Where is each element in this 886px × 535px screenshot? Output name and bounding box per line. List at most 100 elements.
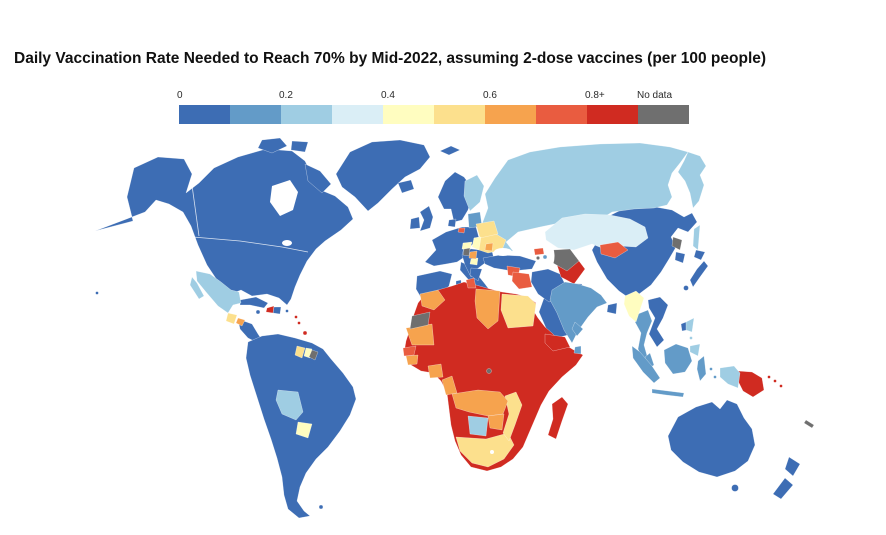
region-sakhalin — [692, 224, 701, 251]
legend-color-bar — [179, 105, 689, 124]
group-bin-7 — [402, 227, 629, 357]
hudson-bay — [270, 180, 298, 216]
region-svalbard — [439, 145, 461, 156]
region-armenia — [536, 256, 540, 260]
legend-swatch-no-data — [638, 105, 689, 124]
legend-tick-0-2: 0.2 — [279, 90, 293, 101]
region-madagascar — [547, 396, 569, 440]
region-mexico — [195, 270, 242, 314]
chart-title: Daily Vaccination Rate Needed to Reach 7… — [14, 50, 767, 67]
black-sea — [494, 248, 512, 256]
region-serbia — [468, 250, 478, 260]
legend-swatch-06-07 — [485, 105, 536, 124]
legend-swatch-08plus — [587, 105, 638, 124]
region-azerbaijan — [542, 254, 548, 260]
region-botswana — [467, 415, 489, 437]
region-rwanda — [486, 368, 492, 374]
region-iraq — [511, 271, 533, 290]
region-french-guiana — [308, 349, 319, 361]
region-bolivia — [275, 389, 304, 421]
great-lakes — [282, 240, 292, 246]
region-puerto-rico — [285, 309, 289, 313]
legend-tick-0-8: 0.8+ — [585, 90, 605, 101]
region-moldova — [484, 242, 494, 252]
legend-swatch-02-03 — [281, 105, 332, 124]
region-jamaica — [255, 309, 261, 315]
region-cuba — [239, 296, 269, 309]
region-antilles-1 — [294, 315, 298, 319]
region-honduras-el-salvador — [235, 317, 246, 327]
region-guatemala — [225, 312, 238, 325]
region-indonesian-papua — [719, 365, 741, 389]
region-java — [651, 388, 685, 398]
region-tunisia — [465, 277, 477, 289]
region-belarus — [475, 220, 499, 239]
region-ukraine-west — [471, 236, 482, 251]
region-nz-north-island — [784, 456, 801, 477]
region-ghana-ivory-coast — [427, 363, 444, 379]
region-egypt — [500, 293, 537, 329]
region-denmark — [447, 218, 457, 228]
region-solomon-2 — [773, 379, 777, 383]
region-nz-south-island — [772, 477, 794, 500]
region-myanmar — [623, 290, 645, 323]
region-tasmania — [731, 484, 739, 492]
legend-swatch-0-01 — [179, 105, 230, 124]
region-vietnam-laos — [647, 296, 669, 348]
legend-tick-0-6: 0.6 — [483, 90, 497, 101]
legend-tick-0: 0 — [177, 90, 183, 101]
region-finland — [463, 174, 485, 212]
legend-swatch-01-02 — [230, 105, 281, 124]
world-map — [0, 135, 886, 530]
region-bangladesh — [606, 302, 618, 315]
region-japan-kyushu — [683, 285, 689, 291]
alaska-canada-border — [190, 177, 200, 237]
region-africa-mainland — [403, 281, 584, 472]
region-sumatra — [631, 345, 661, 384]
group-bin-1 — [467, 211, 717, 398]
region-philippines-visayas — [689, 336, 693, 340]
region-japan-hokkaido — [693, 249, 706, 261]
region-greenland — [335, 139, 431, 212]
world-map-svg — [94, 137, 815, 519]
legend: 0 0.2 0.4 0.6 0.8+ No data — [0, 0, 886, 130]
region-albania-macedonia — [469, 257, 479, 266]
region-uk — [419, 205, 434, 232]
region-sulawesi — [696, 355, 707, 382]
caspian-sea — [547, 246, 555, 266]
region-papua-new-guinea — [737, 370, 765, 398]
region-north-korea — [671, 236, 683, 251]
legend-swatch-04-05 — [383, 105, 434, 124]
region-sri-lanka — [573, 345, 582, 355]
legend-swatch-07-08 — [536, 105, 587, 124]
region-georgia — [533, 247, 545, 256]
legend-label-no-data: No data — [637, 90, 673, 101]
region-yemen — [544, 333, 571, 352]
group-bin-8plus — [265, 256, 783, 472]
region-south-africa — [455, 432, 515, 468]
region-senegal — [402, 345, 417, 357]
region-solomon-1 — [767, 375, 771, 379]
region-japan-honshu — [689, 260, 709, 288]
region-philippines-mindanao — [689, 343, 701, 357]
region-iceland — [397, 179, 415, 194]
group-bin-6 — [235, 242, 509, 431]
region-slovakia — [457, 227, 466, 234]
group-bin-4 — [295, 236, 645, 439]
region-libya — [474, 288, 501, 330]
group-no-data — [308, 236, 815, 429]
region-borneo — [663, 343, 693, 375]
us-canada-border — [192, 236, 309, 253]
lesotho-gap — [490, 450, 494, 454]
region-trinidad — [302, 330, 308, 336]
legend-swatch-05-06 — [434, 105, 485, 124]
group-bin-2 — [189, 142, 741, 437]
region-arctic-island-2 — [290, 140, 309, 153]
region-oman — [571, 321, 584, 337]
region-arctic-island-1 — [257, 137, 288, 154]
legend-tick-0-4: 0.4 — [381, 90, 395, 101]
region-russia — [481, 142, 689, 254]
region-moluccas-1 — [709, 367, 713, 371]
group-bin-5 — [225, 220, 537, 468]
